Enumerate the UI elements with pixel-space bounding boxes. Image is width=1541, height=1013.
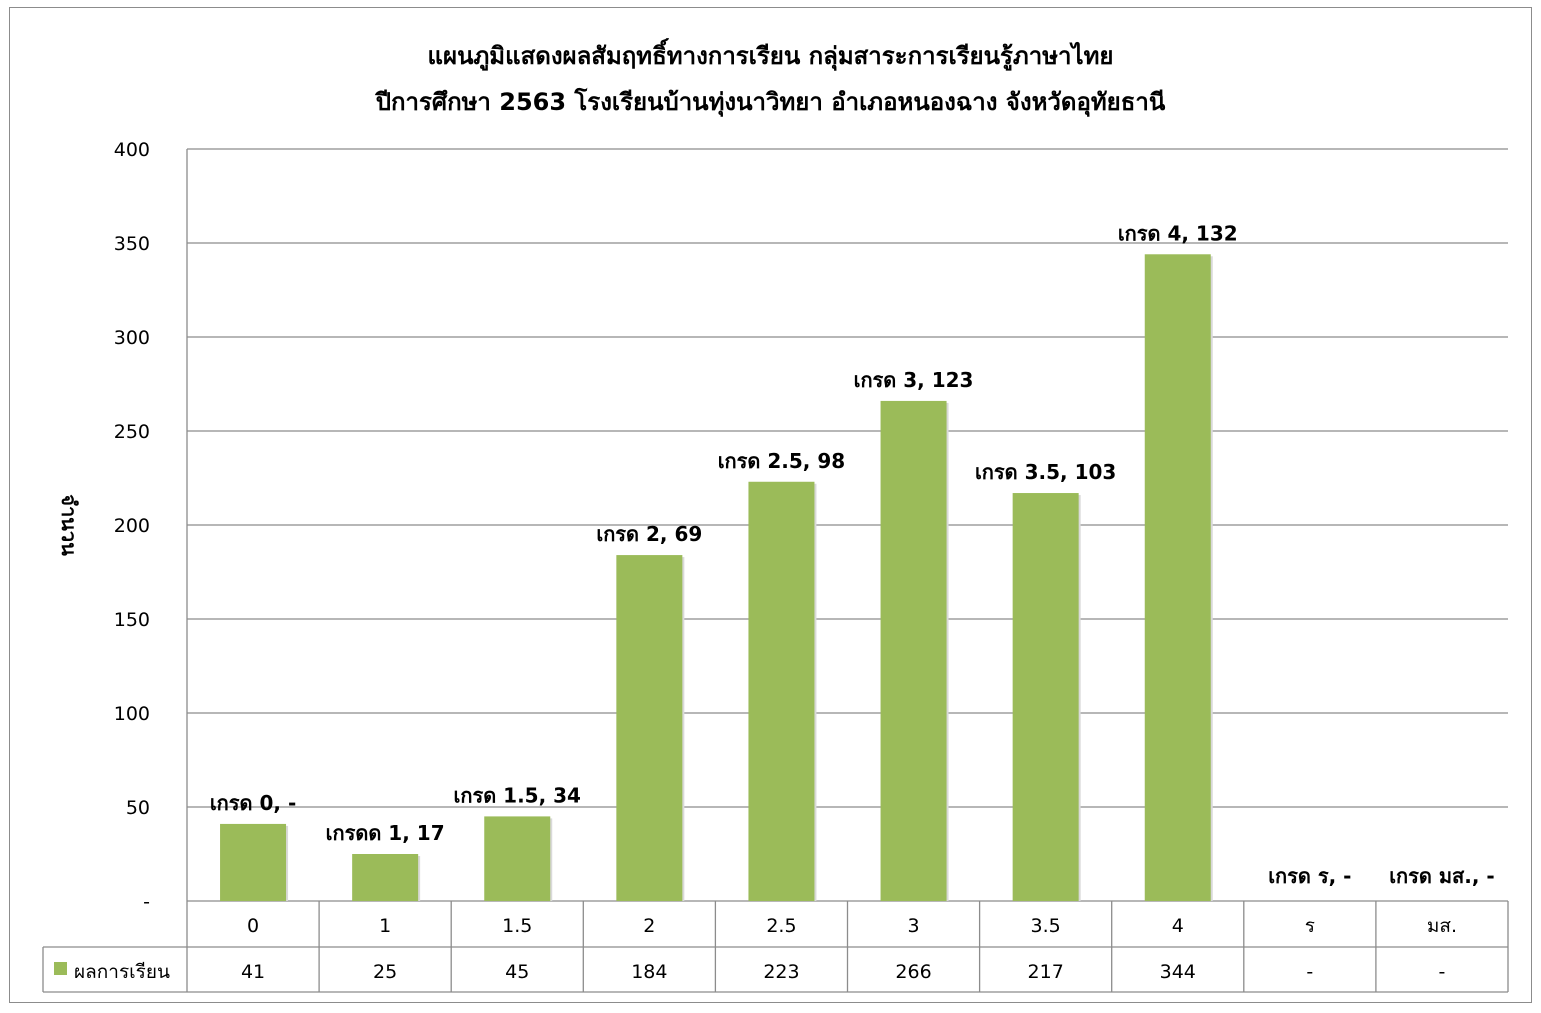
y-tick-label: 200 (114, 515, 150, 537)
table-value: 344 (1160, 961, 1196, 983)
y-tick-label: 150 (114, 609, 150, 631)
bar (1012, 493, 1079, 901)
y-tick-label: 400 (114, 139, 150, 161)
x-tick-label: 0 (247, 915, 259, 937)
data-label: เกรด 2, 69 (596, 522, 702, 546)
table-value: 45 (505, 961, 529, 983)
chart-subtitle: ปีการศึกษา 2563 โรงเรียนบ้านทุ่งนาวิทยา … (375, 88, 1166, 116)
y-tick-label: 100 (114, 703, 150, 725)
data-label: เกรด 1.5, 34 (454, 783, 581, 807)
x-tick-label: มส. (1427, 915, 1457, 937)
table-value: 217 (1028, 961, 1064, 983)
x-tick-label: 1.5 (502, 915, 532, 937)
chart-title: แผนภูมิแสดงผลสัมฤทธิ์ทางการเรียน กลุ่มสา… (427, 42, 1114, 70)
x-tick-label: 4 (1172, 915, 1184, 937)
bar (880, 400, 947, 901)
bar (1144, 254, 1211, 901)
x-tick-label: 3 (908, 915, 920, 937)
x-tick-label: ร (1305, 915, 1315, 937)
bar (616, 555, 683, 901)
y-tick-label: 50 (126, 797, 150, 819)
x-tick-label: 1 (379, 915, 391, 937)
bar (484, 816, 551, 901)
table-value: - (1306, 961, 1313, 983)
y-tick-label: 350 (114, 233, 150, 255)
data-label: เกรด ร, - (1268, 864, 1351, 888)
data-label: เกรดด 1, 17 (326, 821, 445, 845)
bar (220, 823, 287, 901)
y-tick-label: - (143, 891, 150, 913)
data-label: เกรด มส., - (1389, 864, 1495, 888)
table-value: 266 (895, 961, 931, 983)
data-label: เกรด 0, - (210, 791, 296, 815)
chart-frame (9, 7, 1532, 1003)
x-tick-label: 2 (643, 915, 655, 937)
data-label: เกรด 4, 132 (1118, 221, 1238, 245)
table-value: 41 (241, 961, 265, 983)
table-value: 25 (373, 961, 397, 983)
data-label: เกรด 2.5, 98 (718, 449, 845, 473)
bar (748, 481, 815, 901)
table-value: - (1439, 961, 1446, 983)
data-label: เกรด 3, 123 (854, 368, 974, 392)
bar (352, 854, 419, 901)
table-value: 184 (631, 961, 667, 983)
data-label: เกรด 3.5, 103 (975, 460, 1116, 484)
y-axis-label: จำนวน (57, 494, 81, 556)
x-tick-label: 2.5 (766, 915, 796, 937)
legend-swatch (54, 962, 67, 975)
y-tick-label: 300 (114, 327, 150, 349)
x-tick-label: 3.5 (1031, 915, 1061, 937)
legend-label: ผลการเรียน (74, 961, 170, 983)
table-value: 223 (763, 961, 799, 983)
y-tick-label: 250 (114, 421, 150, 443)
